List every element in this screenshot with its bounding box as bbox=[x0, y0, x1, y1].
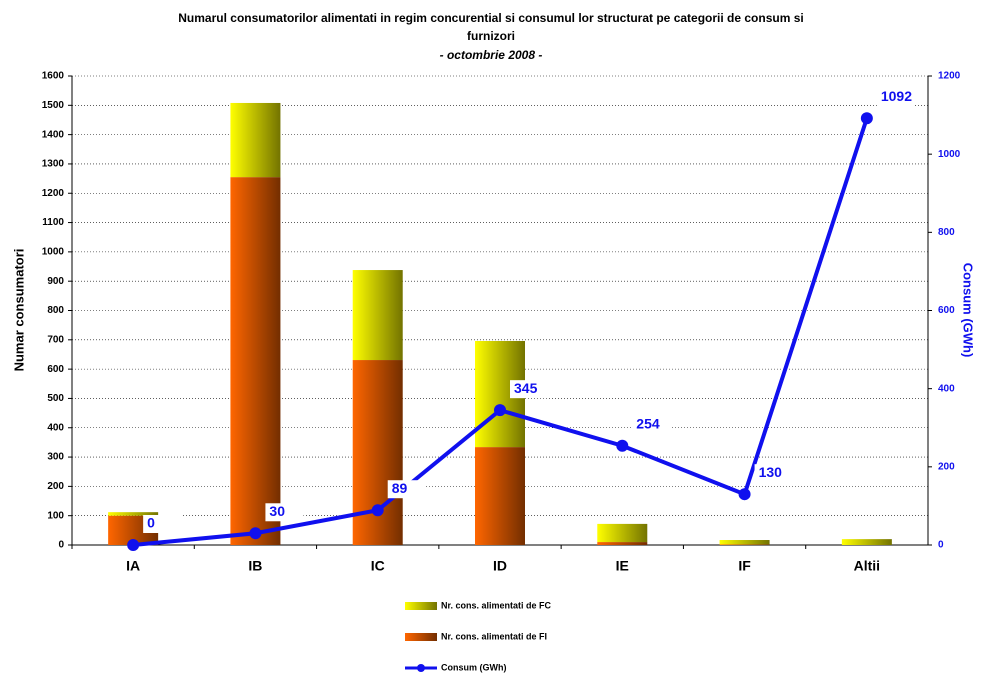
data-label-bg bbox=[510, 380, 548, 399]
data-label-bg bbox=[876, 88, 915, 107]
x-tick-label: IA bbox=[126, 558, 140, 574]
chart-title: Numarul consumatorilor alimentati in reg… bbox=[178, 11, 803, 25]
y-tick-label: 900 bbox=[47, 276, 64, 287]
line-marker bbox=[616, 439, 629, 452]
data-label: 0 bbox=[147, 515, 155, 531]
legend-swatch bbox=[405, 633, 437, 641]
y-tick-label: 1000 bbox=[42, 247, 65, 258]
y-tick-label: 1100 bbox=[42, 217, 64, 228]
legend-swatch bbox=[405, 602, 437, 610]
y-tick-label: 1300 bbox=[42, 159, 65, 170]
y2-tick-label: 0 bbox=[938, 540, 944, 551]
chart-title: furnizori bbox=[467, 29, 515, 43]
bar-segment bbox=[719, 540, 770, 545]
x-tick-label: IE bbox=[616, 558, 629, 574]
data-label: 30 bbox=[269, 503, 285, 519]
legend-label: Nr. cons. alimentati de FI bbox=[441, 631, 547, 641]
y2-tick-label: 600 bbox=[938, 305, 955, 316]
data-label-bg bbox=[143, 515, 182, 533]
line-marker bbox=[371, 504, 384, 517]
bar-segment bbox=[841, 539, 892, 545]
bar-segment bbox=[230, 177, 281, 546]
y-tick-label: 500 bbox=[47, 393, 64, 404]
y-axis-title: Numar consumatori bbox=[11, 249, 26, 372]
y-tick-label: 1600 bbox=[42, 71, 65, 82]
y2-tick-label: 400 bbox=[938, 383, 955, 394]
x-tick-label: IB bbox=[248, 558, 262, 574]
data-label: 254 bbox=[636, 415, 660, 431]
x-tick-label: ID bbox=[493, 558, 507, 574]
y2-tick-label: 1000 bbox=[938, 149, 961, 160]
data-label-bg bbox=[632, 415, 671, 434]
bar-segment bbox=[108, 512, 159, 516]
y2-tick-label: 800 bbox=[938, 227, 955, 238]
y2-axis-title: Consum (GWh) bbox=[961, 263, 976, 358]
y-tick-label: 800 bbox=[47, 305, 64, 316]
y-tick-label: 1500 bbox=[42, 100, 65, 111]
bar-segment bbox=[597, 523, 648, 543]
y2-tick-label: 200 bbox=[938, 461, 955, 472]
data-label: 345 bbox=[514, 380, 538, 396]
y-tick-label: 400 bbox=[47, 422, 64, 433]
line-marker bbox=[738, 488, 751, 501]
data-label-bg bbox=[265, 503, 304, 522]
legend-label: Nr. cons. alimentati de FC bbox=[441, 600, 552, 610]
bar-segment bbox=[475, 447, 525, 545]
bar-segment bbox=[719, 544, 770, 545]
legend-label: Consum (GWh) bbox=[441, 662, 507, 672]
bar-segment bbox=[352, 360, 403, 545]
line-marker bbox=[127, 539, 140, 551]
y-tick-label: 300 bbox=[47, 452, 64, 463]
y-tick-label: 200 bbox=[47, 481, 64, 492]
bar-segment bbox=[230, 102, 281, 178]
y-tick-label: 1400 bbox=[42, 129, 65, 140]
y-tick-label: 1200 bbox=[42, 188, 65, 199]
y-tick-label: 100 bbox=[47, 510, 64, 521]
legend-swatch bbox=[417, 664, 425, 672]
line-marker bbox=[249, 527, 262, 540]
data-label: 1092 bbox=[881, 88, 912, 104]
x-tick-label: IF bbox=[738, 558, 751, 574]
y-tick-label: 700 bbox=[47, 334, 64, 345]
y2-tick-label: 1200 bbox=[938, 71, 961, 82]
data-label: 130 bbox=[759, 464, 783, 480]
data-label: 89 bbox=[392, 480, 408, 496]
x-tick-label: Altii bbox=[854, 558, 880, 574]
y-tick-label: 0 bbox=[58, 540, 64, 551]
data-label-bg bbox=[754, 464, 793, 483]
x-tick-label: IC bbox=[371, 558, 385, 574]
bar-segment bbox=[352, 270, 403, 361]
data-label-bg bbox=[387, 480, 426, 499]
line-marker bbox=[860, 112, 873, 125]
bar-segment bbox=[597, 542, 648, 545]
y-tick-label: 600 bbox=[47, 364, 64, 375]
line-marker bbox=[494, 404, 506, 417]
chart-subtitle: - octombrie 2008 - bbox=[440, 48, 543, 62]
